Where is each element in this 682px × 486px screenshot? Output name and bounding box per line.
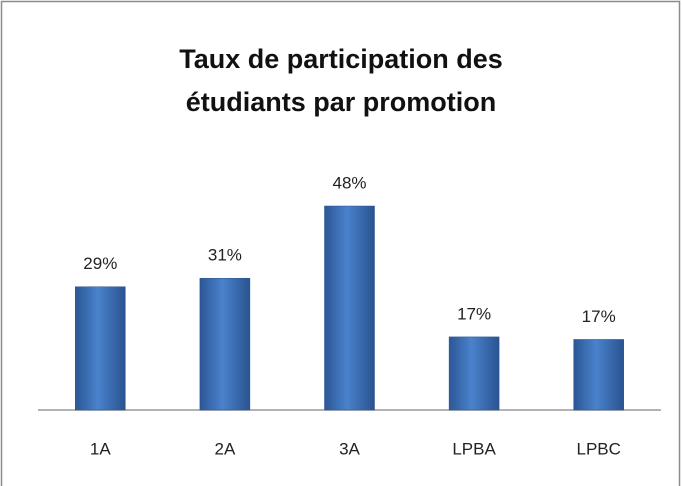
data-label: 29% (83, 254, 117, 273)
x-tick-label: 2A (215, 439, 236, 458)
bar (75, 286, 126, 411)
bar (324, 205, 375, 411)
bar (448, 336, 500, 411)
data-label: 31% (208, 246, 242, 265)
data-label: 48% (332, 173, 366, 192)
data-label: 17% (582, 307, 616, 326)
x-tick-label: 3A (339, 439, 360, 458)
chart-title: Taux de participation des étudiants par … (179, 44, 503, 117)
bar (573, 339, 624, 411)
data-label: 17% (457, 304, 491, 323)
x-tick-label: LPBA (452, 439, 496, 458)
bar (199, 278, 251, 411)
x-tick-label: LPBC (576, 439, 620, 458)
x-tick-label: 1A (90, 439, 111, 458)
